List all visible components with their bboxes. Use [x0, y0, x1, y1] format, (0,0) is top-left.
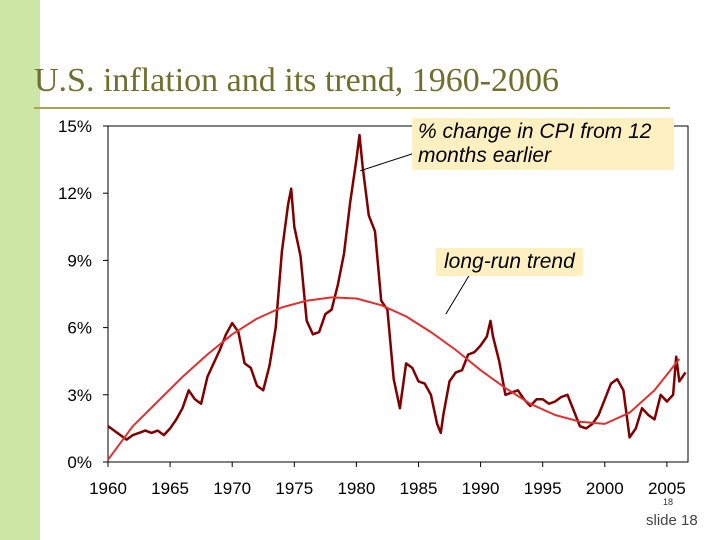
- title-underline: [34, 107, 670, 109]
- cpi-series-label: % change in CPI from 12 months earlier: [412, 118, 674, 170]
- y-tick-label: 6%: [67, 319, 92, 338]
- slide-accent-bar: [0, 0, 40, 540]
- x-tick-label: 1975: [275, 479, 313, 498]
- y-tick-label: 3%: [67, 386, 92, 405]
- slide-label: slide 18: [646, 512, 698, 529]
- trend-line: [107, 296, 681, 461]
- cpi-callout-leader: [359, 151, 419, 172]
- y-tick-label: 15%: [58, 117, 92, 136]
- x-tick-label: 1985: [400, 479, 438, 498]
- page-number: 18: [663, 497, 674, 507]
- y-tick-label: 12%: [58, 184, 92, 203]
- x-tick-label: 1960: [89, 479, 127, 498]
- x-tick-label: 1970: [213, 479, 251, 498]
- cpi-inflation-line: [107, 133, 687, 441]
- slide-title: U.S. inflation and its trend, 1960-2006: [34, 62, 560, 99]
- x-tick-label: 2000: [586, 479, 624, 498]
- y-tick-label: 9%: [67, 251, 92, 270]
- x-tick-label: 1995: [524, 479, 562, 498]
- x-tick-label: 1980: [337, 479, 375, 498]
- trend-callout-leader: [445, 273, 471, 315]
- x-tick-label: 1990: [462, 479, 500, 498]
- x-tick-label: 2005: [648, 479, 686, 498]
- x-tick-label: 1965: [151, 479, 189, 498]
- y-tick-label: 0%: [67, 453, 92, 472]
- plot-frame: [107, 125, 689, 463]
- trend-series-label: long-run trend: [436, 248, 583, 276]
